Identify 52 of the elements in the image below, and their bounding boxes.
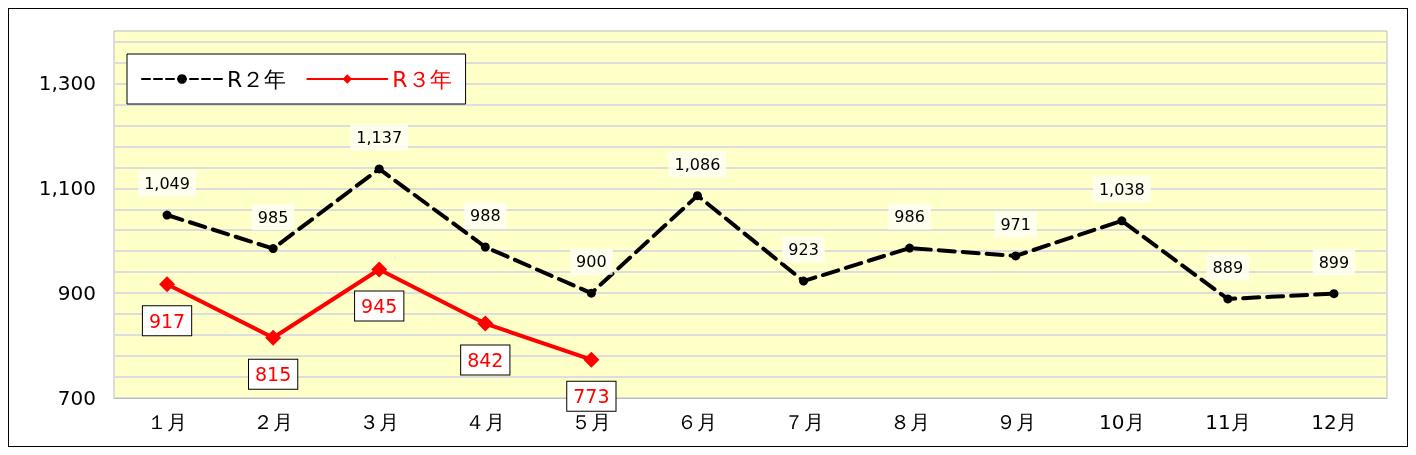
point: [1329, 289, 1339, 299]
point: [265, 329, 282, 346]
data-label: 1,049: [144, 174, 190, 194]
x-tick-label: ８月: [889, 410, 930, 434]
point: [1117, 216, 1127, 226]
x-tick-label: １月: [147, 410, 188, 434]
data-label: 945: [361, 295, 398, 318]
data-label: 1,038: [1098, 179, 1145, 199]
data-label: 971: [1000, 214, 1031, 234]
x-tick-label: ３月: [359, 410, 400, 434]
y-tick-label: 700: [57, 386, 96, 410]
point: [374, 164, 384, 174]
point: [268, 244, 278, 254]
point: [371, 261, 388, 278]
data-label: 988: [470, 206, 501, 226]
x-tick-label: ６月: [677, 410, 718, 434]
y-tick-label: 900: [57, 281, 96, 306]
x-tick-label: ２月: [253, 410, 294, 434]
data-label: 773: [573, 385, 610, 408]
point: [477, 315, 494, 332]
data-label: 889: [1212, 257, 1244, 277]
data-label: 917: [148, 309, 186, 332]
x-tick-label: ５月: [571, 410, 612, 434]
data-label: 986: [894, 207, 925, 227]
data-label: 1,137: [356, 127, 403, 147]
x-tick-label: 10月: [1099, 410, 1145, 434]
point: [1223, 294, 1233, 304]
data-label: 900: [576, 252, 607, 272]
x-tick-label: ９月: [995, 410, 1036, 434]
x-tick-label: ７月: [783, 410, 824, 434]
point: [480, 242, 490, 252]
x-tick-label: 11月: [1205, 410, 1251, 434]
data-label: 985: [257, 207, 289, 227]
x-tick-label: 12月: [1311, 410, 1357, 434]
data-label: 842: [467, 349, 504, 372]
legend-label: R２年: [227, 66, 287, 92]
y-tick-label: 1,100: [38, 176, 96, 201]
data-label: 815: [254, 363, 292, 386]
point: [905, 243, 915, 253]
data-label: 923: [788, 240, 819, 260]
point: [162, 210, 172, 220]
point: [586, 288, 596, 298]
point: [159, 276, 176, 293]
data-label: 899: [1318, 252, 1350, 272]
data-label: 1,086: [674, 154, 721, 174]
point: [799, 276, 809, 286]
point: [692, 191, 702, 201]
legend-label: R３年: [392, 66, 452, 92]
y-tick-label: 1,300: [38, 71, 96, 96]
point: [1011, 251, 1021, 261]
x-tick-label: ４月: [465, 410, 506, 434]
point: [583, 351, 600, 368]
